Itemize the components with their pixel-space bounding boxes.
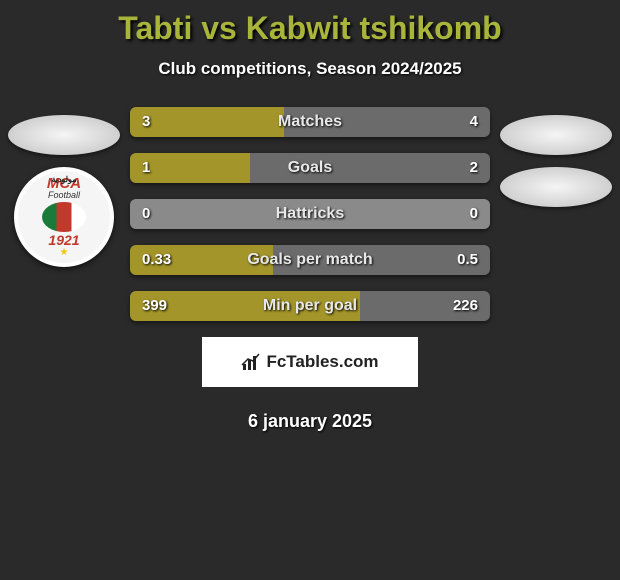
bar-right-fill xyxy=(273,245,490,275)
brand-text: FcTables.com xyxy=(266,352,378,372)
bar-chart-icon xyxy=(241,353,263,371)
star-icon: ★ xyxy=(60,247,69,258)
right-team-placeholder-oval-1 xyxy=(500,115,612,155)
brand-box: FcTables.com xyxy=(202,337,418,387)
left-team-column: مولودية MCA Football 1921 ★ xyxy=(8,115,120,267)
left-team-badge: مولودية MCA Football 1921 ★ xyxy=(14,167,114,267)
badge-year: 1921 xyxy=(48,233,79,247)
badge-line2: Football xyxy=(48,191,80,200)
bar-left-fill xyxy=(130,153,250,183)
bar-right-fill xyxy=(284,107,490,137)
bar-row: 00Hattricks xyxy=(130,199,490,229)
bar-right-fill xyxy=(360,291,490,321)
left-team-placeholder-oval xyxy=(8,115,120,155)
date-text: 6 january 2025 xyxy=(0,411,620,432)
badge-arc-text: مولودية xyxy=(51,175,76,184)
comparison-infographic: Tabti vs Kabwit tshikomb Club competitio… xyxy=(0,0,620,580)
bar-left-fill xyxy=(130,107,284,137)
bar-row: 34Matches xyxy=(130,107,490,137)
right-team-column xyxy=(500,115,612,219)
page-title: Tabti vs Kabwit tshikomb xyxy=(0,10,620,47)
bar-row: 0.330.5Goals per match xyxy=(130,245,490,275)
bar-right-fill xyxy=(130,199,490,229)
right-team-placeholder-oval-2 xyxy=(500,167,612,207)
bar-left-fill xyxy=(130,245,273,275)
comparison-bars: 34Matches 12Goals 00Hattricks 0.330.5Goals … xyxy=(130,107,490,321)
bar-row: 12Goals xyxy=(130,153,490,183)
bar-right-fill xyxy=(250,153,490,183)
page-subtitle: Club competitions, Season 2024/2025 xyxy=(0,59,620,79)
badge-center-shape xyxy=(42,202,86,232)
bar-left-fill xyxy=(130,291,360,321)
bar-row: 399226Min per goal xyxy=(130,291,490,321)
